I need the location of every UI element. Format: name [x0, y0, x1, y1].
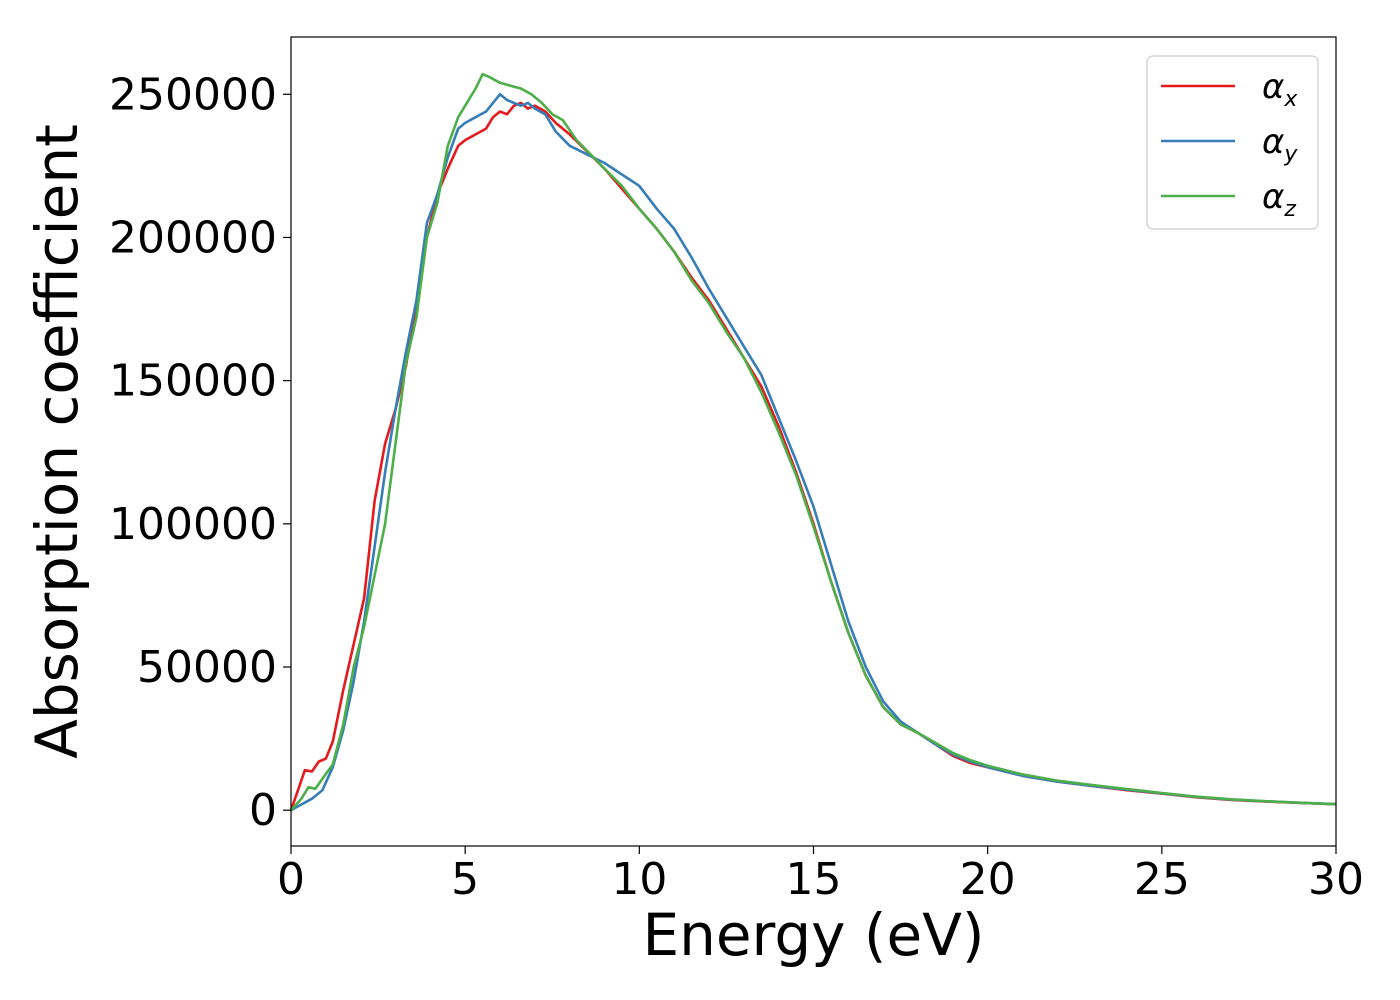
y-tick-label: 250000 [109, 69, 277, 120]
x-tick-label: 25 [1134, 854, 1190, 905]
x-axis-ticks: 0 5 10 15 20 25 30 [277, 846, 1364, 905]
plot-lines [289, 72, 1337, 812]
plot-area-frame [290, 36, 1337, 847]
y-tick-label: 50000 [137, 642, 277, 693]
x-tick-label: 20 [960, 854, 1016, 905]
x-tick-label: 5 [451, 854, 479, 905]
x-tick-label: 0 [277, 854, 305, 905]
series-line-y [290, 93, 1337, 812]
y-tick-label: 200000 [109, 212, 277, 263]
legend-label-x: αx [1262, 67, 1298, 112]
legend-label-y: αy [1262, 122, 1298, 167]
legend-box [1146, 55, 1319, 230]
y-axis-ticks: 0 50000 100000 150000 200000 250000 [109, 69, 291, 836]
y-tick-label: 0 [249, 785, 277, 836]
y-tick-label: 100000 [109, 499, 277, 550]
x-axis-label: Energy (eV) [642, 901, 984, 969]
legend-label-z: αz [1262, 177, 1296, 222]
y-axis-label: Absorption coefficient [23, 124, 91, 759]
x-tick-label: 30 [1308, 854, 1364, 905]
x-tick-label: 10 [611, 854, 667, 905]
x-tick-label: 15 [786, 854, 842, 905]
series-line-z [290, 72, 1337, 812]
y-tick-label: 150000 [109, 356, 277, 407]
legend: αx αy αz [1146, 55, 1319, 230]
